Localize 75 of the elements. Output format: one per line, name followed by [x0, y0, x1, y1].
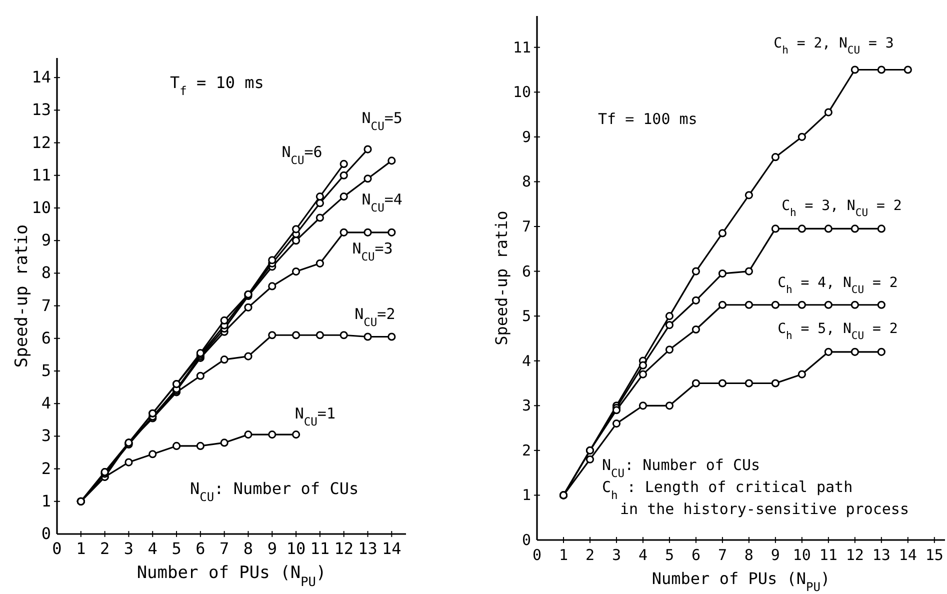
x-tick-label: 2: [585, 546, 595, 564]
x-tick-label: 10: [792, 546, 811, 564]
y-tick-label: 8: [41, 263, 51, 282]
x-tick-label: 9: [770, 546, 780, 564]
x-tick-label: 10: [286, 539, 306, 558]
x-tick-label: 13: [872, 546, 890, 564]
annotation: T$_{f}$ = 10 ms: [170, 73, 264, 98]
y-tick-label: 4: [522, 352, 531, 370]
annotation: N$_{CU}$: Number of CUs: [190, 479, 359, 504]
series-label: N$_{CU}$=4: [362, 190, 402, 214]
y-tick-label: 3: [522, 396, 531, 415]
x-tick-label: 12: [846, 546, 864, 564]
y-tick-label: 14: [32, 68, 51, 87]
series-label: N$_{CU}$=1: [294, 404, 336, 428]
series-label: C$_{h}$ = 3, N$_{CU}$ = 2: [782, 198, 902, 219]
y-tick-label: 10: [32, 198, 51, 217]
x-tick-label: 2: [100, 539, 110, 558]
y-axis-title: Speed-up ratio: [12, 224, 32, 368]
y-tick-label: 13: [32, 100, 51, 120]
series-label: C$_{h}$ = 4, N$_{CU}$ = 2: [778, 274, 898, 296]
x-tick-label: 14: [898, 546, 917, 564]
series-label: N$_{CU}$=6: [282, 143, 322, 167]
y-tick-label: 9: [41, 230, 51, 250]
x-tick-label: 11: [819, 546, 838, 564]
y-tick-label: 1: [41, 491, 51, 510]
x-tick-label: 15: [925, 546, 944, 564]
x-tick-label: 12: [334, 539, 354, 558]
x-tick-label: 5: [664, 546, 674, 564]
x-tick-label: 5: [172, 539, 182, 558]
series-label: C$_{h}$ = 5, N$_{CU}$ = 2: [778, 321, 898, 342]
y-tick-label: 10: [512, 83, 531, 102]
x-tick-label: 8: [243, 539, 254, 558]
y-tick-label: 11: [32, 165, 51, 184]
series-label: N$_{CU}$=2: [354, 304, 396, 328]
x-axis-title: Number of PUs (N$_{PU}$): [136, 563, 326, 590]
x-tick-label: 13: [358, 539, 378, 558]
x-tick-label: 3: [612, 546, 621, 564]
x-tick-label: 14: [382, 539, 402, 558]
y-tick-label: 12: [32, 132, 51, 152]
x-tick-label: 11: [310, 539, 330, 558]
x-tick-label: 7: [220, 539, 230, 558]
y-tick-label: 8: [522, 172, 531, 191]
y-tick-label: 9: [522, 128, 531, 146]
x-tick-label: 8: [744, 546, 754, 564]
y-tick-label: 0: [41, 524, 51, 543]
y-tick-label: 2: [522, 441, 531, 460]
y-tick-label: 3: [41, 426, 51, 446]
y-tick-label: 2: [41, 458, 51, 478]
x-tick-label: 6: [691, 546, 700, 564]
annotation: C$_{h}$ : Length of critical path: [602, 478, 853, 502]
annotation: in the history-sensitive process: [620, 500, 909, 518]
annotation: N$_{CU}$: Number of CUs: [602, 456, 760, 480]
series-label: N$_{CU}$=3: [352, 240, 393, 264]
x-tick-label: 1: [558, 546, 568, 564]
x-tick-label: 1: [76, 539, 86, 558]
y-axis-title: Speed-up ratio: [492, 210, 511, 346]
y-tick-label: 6: [41, 328, 51, 348]
y-tick-label: 7: [522, 217, 531, 236]
y-tick-label: 4: [41, 394, 51, 413]
series-label: N$_{CU}$=5: [362, 109, 402, 133]
y-tick-label: 6: [522, 262, 531, 280]
y-tick-label: 5: [522, 307, 531, 326]
x-axis-title: Number of PUs (N$_{PU}$): [652, 569, 830, 594]
x-tick-label: 4: [638, 546, 648, 564]
annotation: Tf = 100 ms: [598, 110, 698, 128]
x-tick-label: 6: [196, 539, 206, 558]
x-tick-label: 9: [267, 539, 277, 558]
y-tick-label: 11: [512, 38, 531, 56]
y-tick-label: 5: [41, 360, 51, 380]
x-tick-label: 3: [124, 539, 134, 558]
y-tick-label: 7: [41, 296, 51, 315]
x-tick-label: 4: [148, 539, 158, 558]
y-tick-label: 1: [522, 486, 531, 504]
series-label: C$_{h}$ = 2, N$_{CU}$ = 3: [774, 35, 894, 56]
x-tick-label: 7: [718, 546, 727, 564]
